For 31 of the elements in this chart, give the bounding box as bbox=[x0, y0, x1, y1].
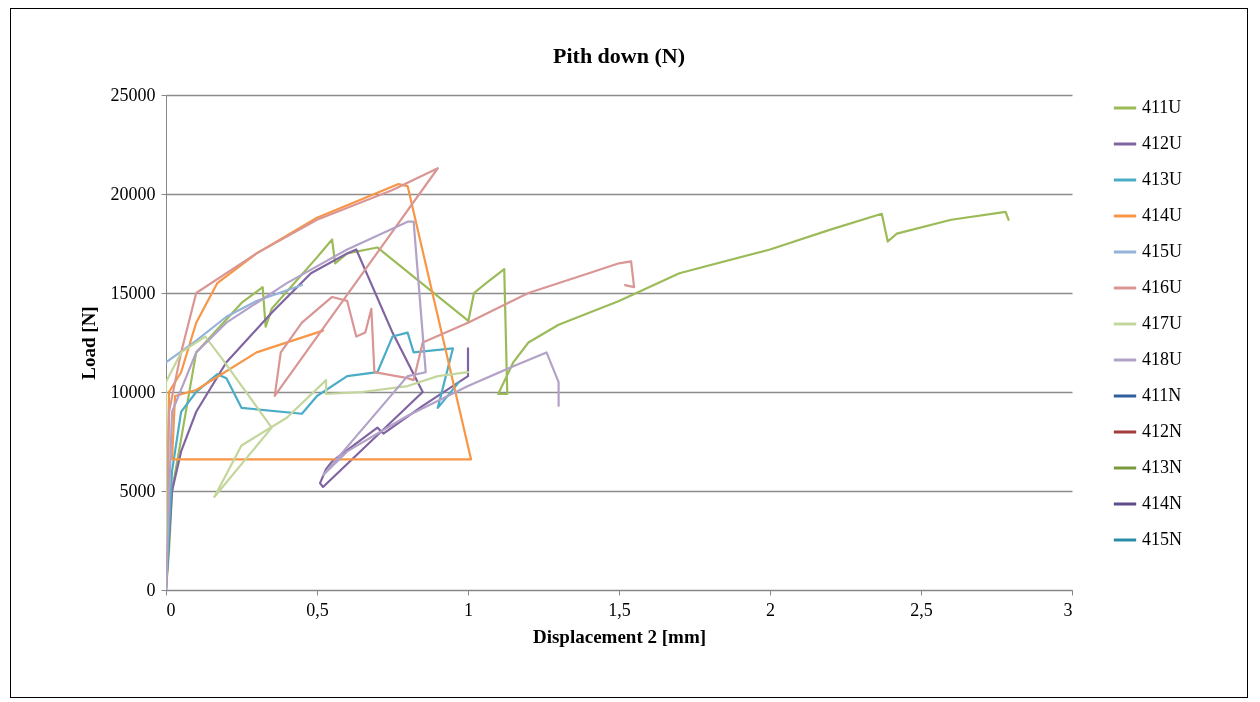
legend-label: 411U bbox=[1142, 97, 1182, 117]
legend-label: 413U bbox=[1142, 169, 1182, 189]
legend-label: 415N bbox=[1142, 529, 1182, 549]
legend-label: 414U bbox=[1142, 205, 1182, 225]
x-tick-label: 2,5 bbox=[910, 599, 933, 620]
x-tick-label: 1 bbox=[464, 599, 473, 620]
legend-label: 416U bbox=[1142, 277, 1182, 297]
x-tick-label: 1,5 bbox=[608, 599, 631, 620]
legend-label: 412N bbox=[1142, 421, 1182, 441]
legend-label: 417U bbox=[1142, 313, 1182, 333]
y-tick-label: 10000 bbox=[110, 381, 156, 402]
chart-title: Pith down (N) bbox=[552, 43, 686, 68]
legend-label: 412U bbox=[1142, 133, 1182, 153]
x-axis-title: Displacement 2 [mm] bbox=[532, 625, 707, 647]
y-axis-title: Load [N] bbox=[77, 306, 99, 380]
y-tick-label: 20000 bbox=[110, 183, 156, 204]
legend-label: 415U bbox=[1142, 241, 1182, 261]
legend-label: 414N bbox=[1142, 493, 1182, 513]
x-tick-label: 0,5 bbox=[306, 599, 329, 620]
x-tick-label: 0 bbox=[166, 599, 176, 620]
y-tick-label: 25000 bbox=[110, 84, 156, 105]
x-tick-label: 3 bbox=[1063, 599, 1073, 620]
y-tick-label: 15000 bbox=[110, 282, 156, 303]
legend-label: 411N bbox=[1142, 385, 1182, 405]
y-tick-label: 0 bbox=[146, 579, 156, 600]
line-series bbox=[166, 220, 560, 590]
x-tick-label: 2 bbox=[766, 599, 775, 620]
legend-label: 418U bbox=[1142, 349, 1182, 369]
legend-label: 413N bbox=[1142, 457, 1182, 477]
line-series bbox=[166, 283, 303, 364]
y-tick-label: 5000 bbox=[119, 480, 156, 501]
